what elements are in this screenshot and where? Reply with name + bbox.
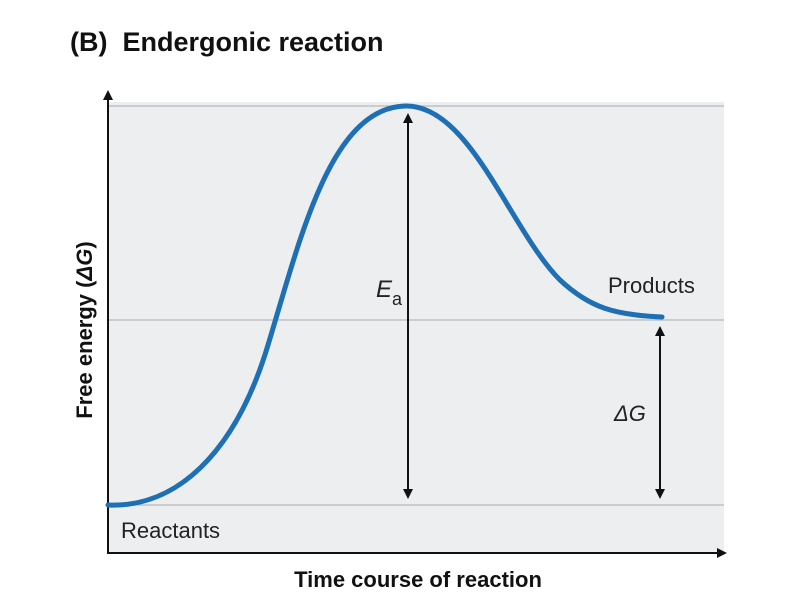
products-label: Products <box>608 273 695 298</box>
y-axis-title-symbol: ΔG <box>72 249 97 282</box>
y-axis-title: Free energy (ΔG) <box>72 241 97 418</box>
activation-energy-subscript: a <box>392 289 403 309</box>
plot-background <box>109 102 724 554</box>
diagram-title: (B) Endergonic reaction <box>70 27 384 57</box>
delta-g-label: ΔG <box>613 401 646 426</box>
reaction-energy-curve <box>105 103 665 508</box>
y-axis-title-prefix: Free energy ( <box>72 280 97 419</box>
activation-energy-symbol: E <box>376 276 393 303</box>
x-axis-title: Time course of reaction <box>294 567 542 592</box>
activation-energy-label: Ea <box>376 276 403 309</box>
y-axis-title-suffix: ) <box>72 241 97 248</box>
reactants-label: Reactants <box>121 518 220 543</box>
